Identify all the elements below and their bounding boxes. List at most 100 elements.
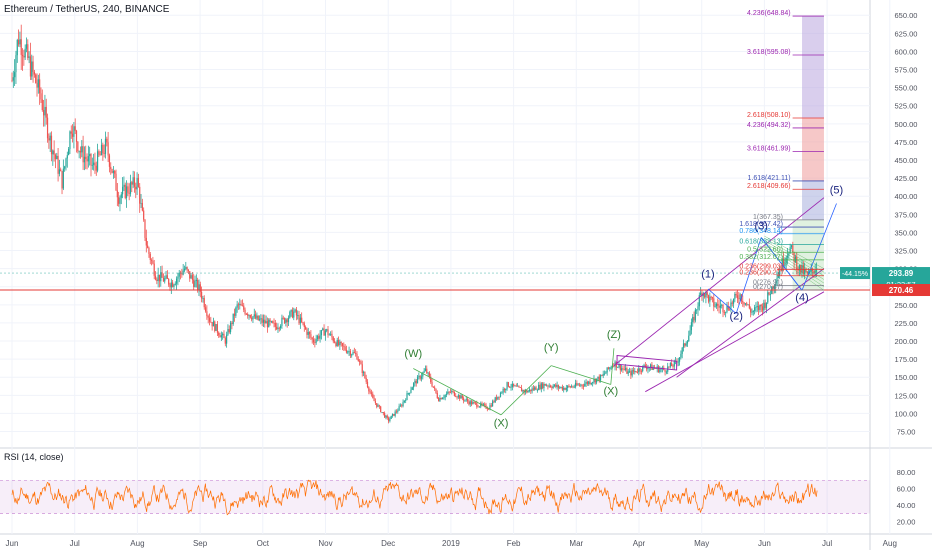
time-tick-label[interactable]: Jun — [6, 539, 19, 548]
price-tick-label[interactable]: 650.00 — [895, 11, 918, 20]
fib-level-label[interactable]: 1.618(357.42) — [739, 221, 783, 228]
candle-body — [352, 352, 354, 355]
price-tick-label[interactable]: 325.00 — [895, 247, 918, 256]
candle-body — [193, 279, 195, 288]
time-tick-label[interactable]: Sep — [193, 539, 208, 548]
time-tick-label[interactable]: Jul — [822, 539, 832, 548]
wave-label[interactable]: (Z) — [607, 329, 621, 341]
rsi-tick-label[interactable]: 40.00 — [897, 501, 916, 510]
wave-label[interactable]: (5) — [830, 184, 843, 196]
time-tick-label[interactable]: Apr — [633, 539, 646, 548]
time-tick-label[interactable]: Aug — [130, 539, 144, 548]
time-tick-label[interactable]: Oct — [257, 539, 270, 548]
rsi-tick-label[interactable]: 60.00 — [897, 485, 916, 494]
price-tick-label[interactable]: 150.00 — [895, 373, 918, 382]
fib-level-label[interactable]: 4.236(494.32) — [747, 122, 791, 129]
candle-body — [15, 55, 17, 73]
fib-level-label[interactable]: 0(270.47) — [753, 284, 783, 291]
price-tick-label[interactable]: 75.00 — [897, 428, 916, 437]
fib-level-label[interactable]: 3.618(595.08) — [747, 49, 791, 56]
time-axis[interactable]: Jun Jul Aug Sep Oct Nov Dec 2019 Feb Mar Apr May Jun… — [6, 539, 897, 548]
fib-level-label[interactable]: 3.618(461.99) — [747, 145, 791, 152]
wave-label[interactable]: (2) — [729, 310, 742, 322]
price-tick-label[interactable]: 200.00 — [895, 337, 918, 346]
candle-body — [451, 391, 453, 393]
price-tick-label[interactable]: 100.00 — [895, 409, 918, 418]
fib-level-label[interactable]: 1.618(421.11) — [748, 175, 791, 182]
time-tick-label[interactable]: Jul — [70, 539, 80, 548]
fib-level-label[interactable]: 2.618(409.66) — [747, 183, 791, 190]
candle-body — [490, 405, 492, 407]
candle-body — [792, 245, 794, 252]
fib-level-label[interactable]: 0.382(312.07) — [739, 254, 783, 261]
price-tick-label[interactable]: 175.00 — [895, 355, 918, 364]
fib-level-label[interactable]: 1(367.35) — [753, 214, 783, 221]
candle-body — [461, 395, 463, 399]
wave-label[interactable]: (X) — [494, 417, 509, 429]
candle-body — [353, 352, 355, 353]
fib-level-label[interactable]: 4.236(648.84) — [747, 10, 791, 17]
candle-body — [455, 395, 457, 397]
candle-body — [166, 275, 168, 279]
change-badge-label: -44.15% — [842, 271, 868, 278]
price-tick-label[interactable]: 450.00 — [895, 156, 918, 165]
candle-body — [717, 303, 719, 306]
price-tick-label[interactable]: 475.00 — [895, 138, 918, 147]
price-tick-label[interactable]: 225.00 — [895, 319, 918, 328]
price-axis[interactable]: 650.00 625.00 600.00 575.00 550.00 525.00 500.… — [840, 11, 930, 437]
wave-label[interactable]: (4) — [795, 292, 808, 304]
candle-body — [735, 294, 737, 296]
time-tick-label[interactable]: Feb — [507, 539, 521, 548]
price-tick-label[interactable]: 525.00 — [895, 102, 918, 111]
time-tick-label[interactable]: Dec — [381, 539, 395, 548]
rsi-tick-label[interactable]: 20.00 — [897, 518, 916, 527]
price-tick-label[interactable]: 625.00 — [895, 29, 918, 38]
fib-level-label[interactable]: 0.236(299.03) — [739, 263, 783, 270]
fib-level-label[interactable]: 0.236(290.21) — [739, 270, 783, 277]
price-tick-label[interactable]: 125.00 — [895, 391, 918, 400]
rsi-tick-label[interactable]: 80.00 — [897, 468, 916, 477]
current-price-label[interactable]: 293.89 — [889, 269, 914, 278]
fib-level-label[interactable]: 2.618(508.10) — [747, 112, 791, 119]
fib-level-label[interactable]: 0.5(322.60) — [747, 246, 783, 253]
candle-body — [187, 269, 190, 272]
candle-body — [21, 54, 24, 57]
price-tick-label[interactable]: 600.00 — [895, 47, 918, 56]
candle-body — [290, 309, 292, 312]
wave-label[interactable]: (3) — [755, 221, 768, 233]
candle-body — [630, 371, 632, 376]
price-tick-label[interactable]: 500.00 — [895, 120, 918, 129]
candle-body — [370, 392, 373, 394]
fib-level-label[interactable]: 0(276.91) — [753, 279, 783, 286]
candle-body — [622, 368, 624, 370]
time-tick-label[interactable]: May — [694, 539, 709, 548]
time-tick-label[interactable]: Jun — [758, 539, 771, 548]
wave-label[interactable]: (W) — [404, 348, 422, 360]
wave-label[interactable]: (1) — [701, 268, 714, 280]
time-tick-label[interactable]: Mar — [569, 539, 583, 548]
time-tick-label[interactable]: 2019 — [442, 539, 460, 548]
candle-body — [29, 56, 32, 77]
level-badge-label[interactable]: 270.46 — [889, 286, 914, 295]
price-tick-label[interactable]: 250.00 — [895, 301, 918, 310]
candle-body — [46, 117, 49, 139]
price-tick-label[interactable]: 400.00 — [895, 192, 918, 201]
candle-body — [631, 370, 633, 376]
fib-level-label[interactable]: 0.618(333.13) — [739, 239, 783, 246]
wave-label[interactable]: (X) — [603, 386, 618, 398]
price-tick-label[interactable]: 425.00 — [895, 174, 918, 183]
candle-body — [398, 406, 400, 411]
price-tick-label[interactable]: 575.00 — [895, 66, 918, 75]
price-tick-label[interactable]: 350.00 — [895, 228, 918, 237]
fib-level-label[interactable]: 0.786(348.14) — [739, 228, 783, 235]
candle-body — [614, 361, 616, 367]
candle-body — [484, 404, 486, 406]
wave-label[interactable]: (Y) — [544, 342, 559, 354]
price-tick-label[interactable]: 375.00 — [895, 210, 918, 219]
candle-body — [589, 381, 591, 384]
time-tick-label[interactable]: Aug — [883, 539, 897, 548]
price-tick-label[interactable]: 550.00 — [895, 84, 918, 93]
time-tick-label[interactable]: Nov — [318, 539, 332, 548]
candle-body — [243, 305, 245, 310]
